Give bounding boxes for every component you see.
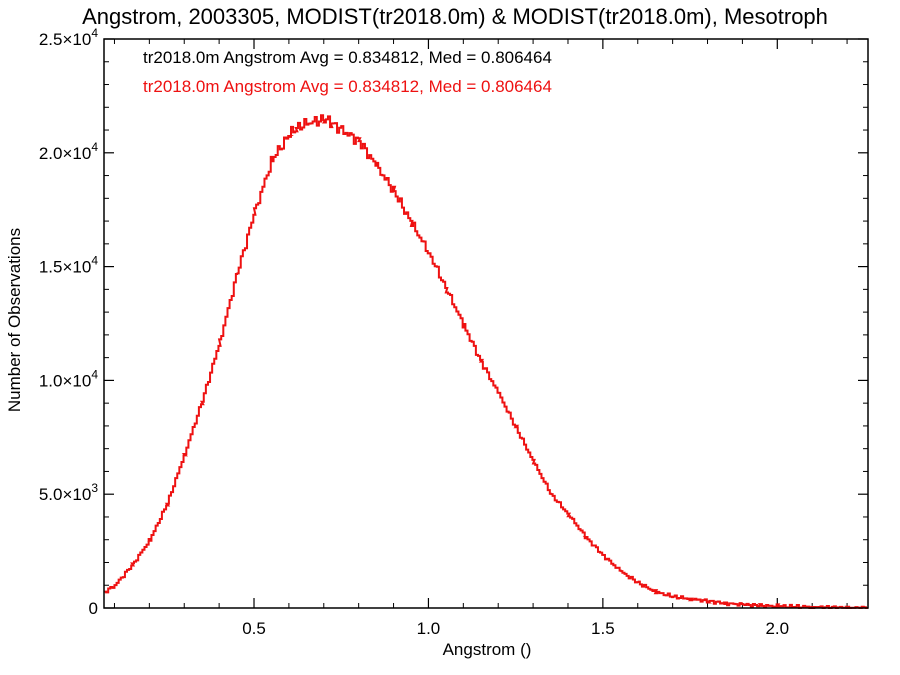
tick-labels: 0.5 1.0 1.5 2.0 0 5.0×103 1.0×104 1.5×104 2.0×10… — [39, 26, 789, 638]
series-line — [104, 114, 868, 609]
y-tick-label: 2.5×104 — [39, 26, 98, 49]
y-tick-label: 1.0×104 — [39, 367, 98, 390]
x-axis-label: Angstrom () — [443, 640, 532, 659]
chart-title: Angstrom, 2003305, MODIST(tr2018.0m) & M… — [82, 4, 828, 29]
y-tick-label: 1.5×104 — [39, 254, 98, 277]
y-axis-label: Number of Observations — [5, 228, 24, 412]
y-tick-label: 5.0×103 — [39, 481, 98, 504]
annotation-text: tr2018.0m Angstrom Avg = 0.834812, Med =… — [143, 48, 552, 67]
plot-frame — [103, 38, 869, 609]
x-tick-label: 1.5 — [591, 619, 615, 638]
annotation-text: tr2018.0m Angstrom Avg = 0.834812, Med =… — [143, 77, 552, 96]
svg-text:Number of Observations: Number of Observations — [5, 228, 24, 412]
y-tick-label: 0 — [89, 599, 98, 618]
series-group — [104, 114, 868, 609]
x-tick-label: 0.5 — [242, 619, 266, 638]
y-tick-label: 2.0×104 — [39, 140, 98, 163]
x-tick-label: 2.0 — [765, 619, 789, 638]
x-tick-label: 1.0 — [417, 619, 441, 638]
annotations: tr2018.0m Angstrom Avg = 0.834812, Med =… — [143, 48, 552, 96]
